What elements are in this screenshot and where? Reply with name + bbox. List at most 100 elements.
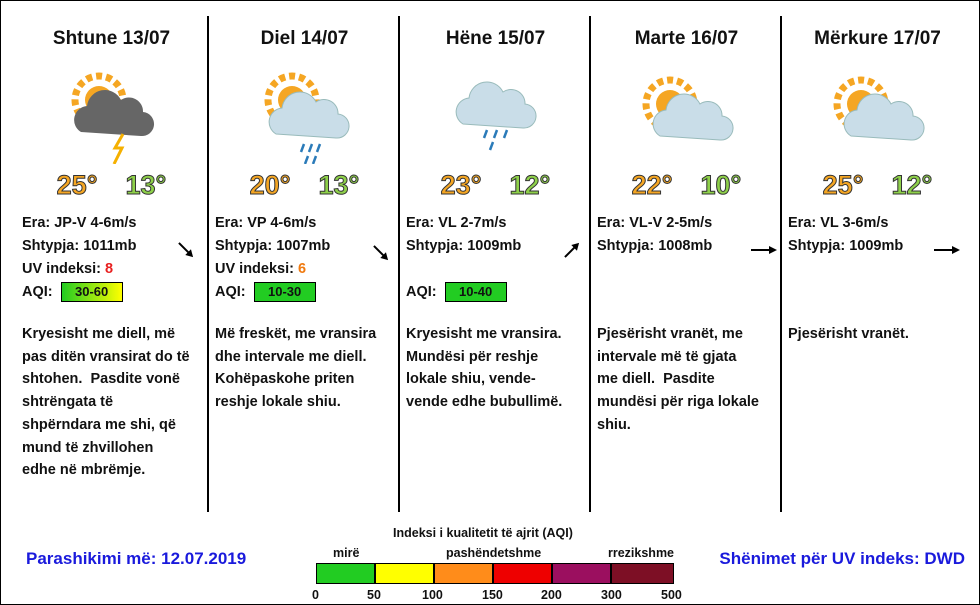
aqi-color-band <box>493 563 552 584</box>
description-line: lokale shiu, vende- <box>406 371 536 388</box>
day-date: Hëne 15/07 <box>445 28 546 49</box>
temp-low: 13° <box>125 170 167 201</box>
aqi-row: AQI: 10-40 <box>406 282 507 302</box>
description-line: Pjesërisht vranët, me <box>597 326 743 342</box>
temp-high: 22° <box>631 170 673 201</box>
day-date: Marte 16/07 <box>634 28 739 49</box>
aqi-tick: 300 <box>601 588 622 602</box>
description-line: shtohen. Pasdite vonë <box>22 371 180 388</box>
description-line: shiu. <box>597 416 631 433</box>
description-line: me diell. Pasdite <box>597 371 715 388</box>
day-date: Diel 14/07 <box>260 28 349 49</box>
aqi-tick: 0 <box>312 588 319 602</box>
aqi-color-band <box>316 563 375 584</box>
temp-low: 10° <box>700 170 742 201</box>
day-date: Mërkure 17/07 <box>814 28 941 49</box>
description-line: Më freskët, me vransira <box>215 326 377 342</box>
aqi-tick: 150 <box>482 588 503 602</box>
weather-icon <box>827 64 925 141</box>
description-line: mund të zhvillohen <box>22 439 154 456</box>
aqi-label: AQI: <box>406 283 437 300</box>
uv-row: UV indeksi: 6 <box>215 261 306 277</box>
description-line: Kohëpaskohe priten <box>215 371 355 388</box>
wind: Era: VL 2-7m/s <box>406 215 507 231</box>
wind: Era: VP 4-6m/s <box>215 215 317 231</box>
wind: Era: VL 3-6m/s <box>788 215 889 231</box>
aqi-value: 30-60 <box>60 282 123 302</box>
aqi-row: AQI: 10-30 <box>215 282 316 302</box>
wind-arrow <box>178 242 194 258</box>
wind: Era: JP-V 4-6m/s <box>22 215 137 231</box>
aqi-value: 10-40 <box>444 282 507 302</box>
temperatures: 23° 12° <box>400 170 591 201</box>
temp-high: 25° <box>822 170 864 201</box>
uv-value: 6 <box>298 261 307 277</box>
weather-icon <box>455 81 537 151</box>
aqi-color-band <box>434 563 493 584</box>
aqi-color-band <box>552 563 611 584</box>
day-column: Marte 16/07 22° 10° Era: VL-V 2-5m/s Shtypja… <box>589 16 782 512</box>
aqi-scale-label: rrezikshme <box>608 546 675 560</box>
description-line: edhe në mbrëmje. <box>22 462 146 479</box>
aqi-scale-label: mirë <box>333 546 360 560</box>
pressure: Shtypja: 1011mb <box>22 238 137 254</box>
temperatures: 22° 10° <box>591 170 782 201</box>
description-line: dhe intervale me diell. <box>215 348 367 365</box>
description-line: Mundësi për reshje <box>406 348 539 365</box>
description-line: Kryesisht me diell, më <box>22 326 176 342</box>
pressure: Shtypja: 1009mb <box>788 238 904 254</box>
aqi-tick: 500 <box>661 588 682 602</box>
uv-label: UV indeksi: <box>22 261 101 277</box>
temp-low: 12° <box>891 170 933 201</box>
aqi-value: 10-30 <box>253 282 316 302</box>
aqi-tick: 100 <box>422 588 443 602</box>
day-date: Shtune 13/07 <box>52 28 171 49</box>
wind-arrow <box>564 242 580 258</box>
pressure: Shtypja: 1008mb <box>597 238 713 254</box>
aqi-scale-title: Indeksi i kualitetit të ajrit (AQI) <box>393 526 573 540</box>
temp-high: 20° <box>249 170 291 201</box>
wind: Era: VL-V 2-5m/s <box>597 215 713 231</box>
temp-high: 23° <box>440 170 482 201</box>
uv-value: 8 <box>105 261 114 277</box>
day-column: Mërkure 17/07 25° 12° Era: VL 3-6m/s Shtypja… <box>780 16 973 512</box>
temperatures: 25° 13° <box>16 170 207 201</box>
temp-high: 25° <box>56 170 98 201</box>
day-column: Hëne 15/07 23° 12° Era: VL 2-7m/s Shtypja: 1… <box>398 16 591 512</box>
aqi-label: AQI: <box>22 283 53 300</box>
weather-icon <box>636 64 734 141</box>
day-column: Shtune 13/07 25° 13° Era: JP-V 4-6m/s Shtypj… <box>16 16 207 512</box>
pressure: Shtypja: 1007mb <box>215 238 331 254</box>
wind-arrow <box>751 246 777 254</box>
description-line: pas ditën vransirat do të <box>22 348 190 365</box>
pressure: Shtypja: 1009mb <box>406 238 522 254</box>
description-line: shpërndara me shi, që <box>22 416 176 433</box>
uv-label: UV indeksi: <box>215 261 294 277</box>
temp-low: 12° <box>509 170 551 201</box>
day-column: Diel 14/07 20° 13° Era: VP 4-6m/s Shtypja: 1… <box>207 16 400 512</box>
uv-source: Shënimet për UV indeks: DWD <box>719 549 965 568</box>
aqi-tick: 200 <box>541 588 562 602</box>
description-line: mundësi për riga lokale <box>597 394 759 411</box>
description-line: Kryesisht me vransira. <box>406 326 562 342</box>
wind-arrow <box>934 246 960 254</box>
uv-row: UV indeksi: 8 <box>22 261 113 277</box>
temperatures: 20° 13° <box>209 170 400 201</box>
description-line: reshje lokale shiu. <box>215 394 341 411</box>
description-line: vende edhe bubullimë. <box>406 394 563 411</box>
description-line: intervale më të gjata <box>597 348 737 365</box>
issued-date: Parashikimi më: 12.07.2019 <box>26 549 247 568</box>
aqi-label: AQI: <box>215 283 246 300</box>
weather-icon <box>61 64 155 164</box>
aqi-color-band <box>375 563 434 584</box>
aqi-row: AQI: 30-60 <box>22 282 123 302</box>
temperatures: 25° 12° <box>782 170 973 201</box>
description-line: Pjesërisht vranët. <box>788 326 909 342</box>
aqi-tick: 50 <box>367 588 381 602</box>
wind-arrow <box>373 245 389 261</box>
aqi-scale-label: pashëndetshme <box>446 546 542 560</box>
description-line: shtrëngata të <box>22 394 114 411</box>
weather-icon <box>254 64 350 164</box>
temp-low: 13° <box>318 170 360 201</box>
